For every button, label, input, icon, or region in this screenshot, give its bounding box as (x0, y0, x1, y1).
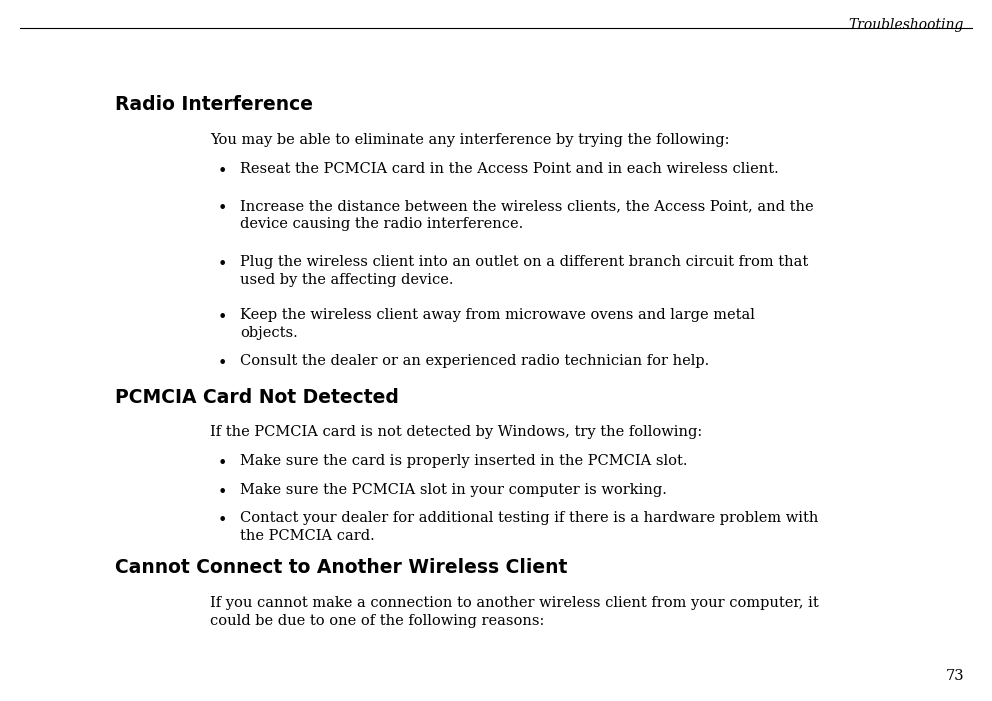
Text: Reseat the PCMCIA card in the Access Point and in each wireless client.: Reseat the PCMCIA card in the Access Poi… (240, 162, 779, 176)
Text: Consult the dealer or an experienced radio technician for help.: Consult the dealer or an experienced rad… (240, 354, 709, 368)
Text: PCMCIA Card Not Detected: PCMCIA Card Not Detected (115, 388, 399, 407)
Text: You may be able to eliminate any interference by trying the following:: You may be able to eliminate any interfe… (210, 133, 729, 147)
Text: Radio Interference: Radio Interference (115, 95, 313, 114)
Text: •: • (218, 455, 227, 472)
Text: •: • (218, 484, 227, 501)
Text: •: • (218, 309, 227, 326)
Text: Troubleshooting: Troubleshooting (848, 18, 964, 32)
Text: 73: 73 (945, 669, 964, 683)
Text: •: • (218, 512, 227, 529)
Text: Make sure the card is properly inserted in the PCMCIA slot.: Make sure the card is properly inserted … (240, 454, 687, 468)
Text: •: • (218, 200, 227, 217)
Text: If you cannot make a connection to another wireless client from your computer, i: If you cannot make a connection to anoth… (210, 596, 818, 628)
Text: •: • (218, 163, 227, 180)
Text: If the PCMCIA card is not detected by Windows, try the following:: If the PCMCIA card is not detected by Wi… (210, 425, 702, 439)
Text: Make sure the PCMCIA slot in your computer is working.: Make sure the PCMCIA slot in your comput… (240, 483, 667, 497)
Text: Cannot Connect to Another Wireless Client: Cannot Connect to Another Wireless Clien… (115, 558, 567, 577)
Text: Plug the wireless client into an outlet on a different branch circuit from that
: Plug the wireless client into an outlet … (240, 255, 808, 287)
Text: •: • (218, 355, 227, 372)
Text: Contact your dealer for additional testing if there is a hardware problem with
t: Contact your dealer for additional testi… (240, 511, 818, 543)
Text: •: • (218, 256, 227, 273)
Text: Increase the distance between the wireless clients, the Access Point, and the
de: Increase the distance between the wirele… (240, 199, 813, 231)
Text: Keep the wireless client away from microwave ovens and large metal
objects.: Keep the wireless client away from micro… (240, 308, 755, 340)
